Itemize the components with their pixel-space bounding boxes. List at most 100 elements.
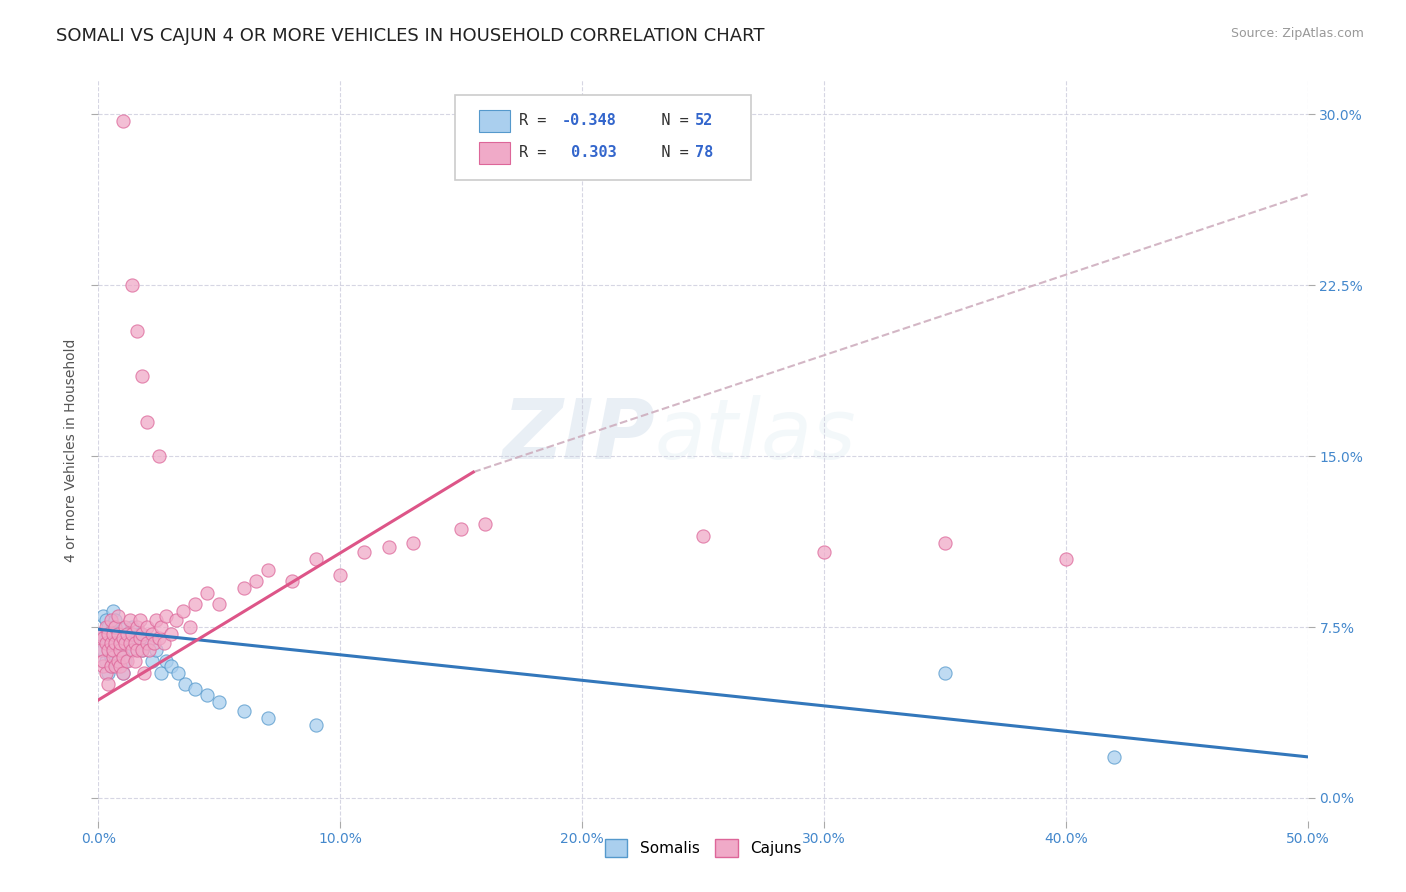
Point (179, 620, 201, 634)
Point (124, 636, 146, 650)
Point (104, 620, 127, 634)
Bar (479, 142, 509, 164)
Point (145, 613, 167, 627)
Point (208, 597, 231, 611)
Text: N =: N = (634, 112, 697, 128)
Point (101, 642, 124, 657)
Point (107, 627, 129, 641)
Point (101, 604, 124, 618)
Point (94, 654, 117, 668)
Point (172, 604, 194, 618)
Point (108, 658, 131, 673)
Point (934, 665, 956, 680)
Point (114, 636, 136, 650)
Point (131, 642, 153, 657)
Point (100, 627, 122, 641)
Point (150, 665, 173, 680)
Point (100, 658, 122, 673)
Point (101, 642, 124, 657)
Point (111, 114, 134, 128)
Text: Source: ZipAtlas.com: Source: ZipAtlas.com (1230, 27, 1364, 40)
Point (232, 582, 254, 596)
Point (114, 632, 136, 646)
Point (118, 613, 141, 627)
Point (121, 278, 143, 293)
Text: R =: R = (519, 112, 555, 128)
Point (94, 620, 117, 634)
Point (1054, 551, 1077, 566)
Point (118, 636, 141, 650)
Point (474, 517, 496, 532)
Point (256, 563, 278, 577)
Text: -0.348: -0.348 (561, 112, 616, 128)
Point (143, 636, 166, 650)
Point (124, 636, 146, 650)
Point (121, 620, 143, 634)
Point (114, 620, 136, 634)
Point (148, 632, 170, 646)
Point (148, 449, 170, 463)
Point (104, 613, 127, 627)
Point (127, 620, 149, 634)
Point (117, 627, 139, 641)
Point (329, 567, 352, 582)
Point (150, 620, 173, 634)
Point (97, 665, 120, 680)
Point (195, 689, 218, 703)
Point (135, 636, 157, 650)
Text: N =: N = (634, 145, 697, 161)
Point (117, 636, 139, 650)
Text: ZIP: ZIP (502, 395, 655, 476)
Point (111, 632, 134, 646)
Point (107, 648, 129, 662)
Point (90, 642, 112, 657)
Point (91, 642, 114, 657)
Point (353, 545, 375, 559)
Point (128, 627, 150, 641)
Point (100, 658, 122, 673)
Point (692, 529, 714, 543)
Point (160, 658, 183, 673)
Point (135, 620, 157, 634)
Point (305, 551, 328, 566)
Point (91, 608, 114, 623)
Text: atlas: atlas (655, 395, 856, 476)
Point (813, 545, 835, 559)
Point (91, 654, 114, 668)
Point (184, 681, 207, 696)
Point (107, 608, 129, 623)
Point (377, 541, 399, 555)
Point (104, 654, 127, 668)
Point (94, 636, 117, 650)
FancyBboxPatch shape (456, 95, 751, 180)
Point (131, 369, 153, 384)
Point (111, 665, 134, 680)
Point (141, 627, 163, 641)
Y-axis label: 4 or more Vehicles in Household: 4 or more Vehicles in Household (65, 339, 79, 562)
Point (100, 636, 122, 650)
Point (97, 636, 120, 650)
Point (108, 658, 131, 673)
Point (121, 642, 143, 657)
Point (121, 642, 143, 657)
Point (91, 632, 114, 646)
Point (104, 636, 127, 650)
Point (131, 627, 153, 641)
Text: R =: R = (519, 145, 555, 161)
Text: 0.303: 0.303 (561, 145, 616, 161)
Point (208, 695, 231, 709)
Point (450, 522, 472, 536)
Point (145, 642, 167, 657)
Point (107, 654, 129, 668)
Point (104, 636, 127, 650)
Point (134, 636, 156, 650)
Point (111, 649, 134, 664)
Point (305, 718, 328, 732)
Point (138, 642, 160, 657)
Point (118, 627, 141, 641)
Point (1102, 749, 1125, 764)
Point (127, 324, 149, 338)
Point (155, 654, 177, 668)
Point (108, 636, 131, 650)
Point (104, 658, 127, 673)
